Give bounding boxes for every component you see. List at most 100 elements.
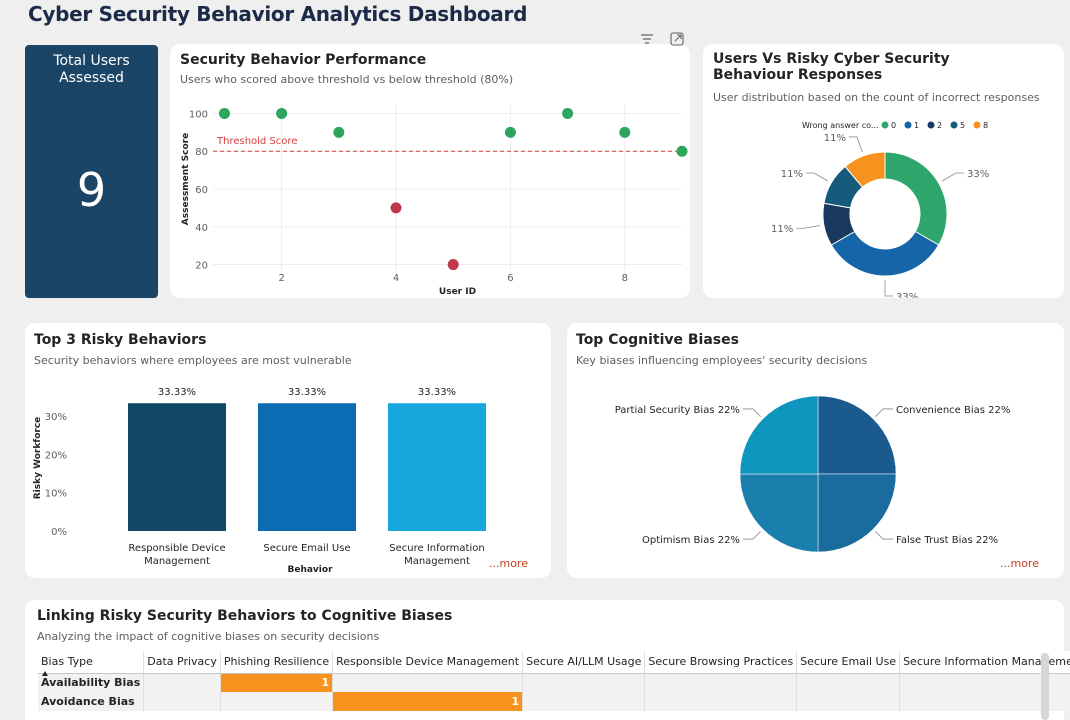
bar-data-label: 33.33%	[158, 387, 196, 398]
kpi-value: 9	[76, 163, 107, 217]
donut-data-label: 11%	[771, 224, 793, 235]
scatter-point	[390, 202, 402, 214]
matrix-cell	[143, 692, 221, 711]
y-tick-label: 20%	[45, 450, 67, 461]
bar	[258, 403, 356, 531]
y-tick-label: 40	[195, 223, 208, 234]
scatter-point	[504, 126, 516, 138]
pie-leader-line	[874, 530, 894, 540]
y-tick-label: 80	[195, 147, 208, 158]
legend-label: 8	[983, 121, 988, 130]
biases-pie-chart: Convenience Bias 22% False Trust Bias 22%…	[615, 395, 1010, 553]
donut-subtitle: User distribution based on the count of …	[713, 91, 1040, 104]
risky-more-link[interactable]: ...more	[489, 557, 528, 570]
scatter-chart: 20 40 60 80 100 2 4 6 8 Threshold Score User ID Ass…	[181, 104, 688, 297]
legend-marker	[950, 121, 958, 129]
donut-slice	[830, 230, 940, 277]
focus-mode-icon[interactable]	[666, 28, 688, 50]
legend-label: 1	[914, 121, 919, 130]
matrix-cell	[644, 692, 798, 711]
y-tick-label: 0%	[51, 527, 67, 538]
y-axis-title: Assessment Score	[181, 133, 191, 225]
risky-subtitle: Security behaviors where employees are m…	[34, 354, 352, 367]
legend-label: 5	[960, 121, 965, 130]
threshold-label: Threshold Score	[216, 136, 297, 147]
biases-subtitle: Key biases influencing employees' securi…	[576, 354, 868, 367]
scatter-point	[676, 145, 688, 157]
x-tick-label: 8	[622, 273, 628, 284]
visual-header-icons	[636, 28, 690, 50]
matrix-cell	[796, 673, 901, 692]
matrix-scrollbar[interactable]	[1041, 653, 1049, 720]
scatter-point	[562, 107, 574, 119]
y-tick-label: 10%	[45, 489, 67, 500]
legend-marker	[904, 121, 912, 129]
legend-title: Wrong answer co...	[802, 121, 878, 130]
pie-data-label: Optimism Bias 22%	[642, 535, 740, 546]
col-data-privacy[interactable]: Data Privacy	[143, 651, 221, 674]
matrix-cell	[796, 692, 901, 711]
total-users-card[interactable]: Total Users Assessed 9	[25, 45, 158, 298]
col-secure-browsing-practices[interactable]: Secure Browsing Practices	[644, 651, 798, 674]
legend-marker	[927, 121, 935, 129]
y-tick-label: 100	[189, 109, 208, 120]
bias-behavior-matrix: Bias Type Data Privacy Phishing Resilien…	[38, 651, 1070, 711]
donut-chart: Wrong answer co... 0 1 2 5 8 33% 33% 11% 11% 11%	[771, 121, 989, 298]
donut-data-label: 33%	[967, 169, 989, 180]
pie-slice	[739, 395, 819, 475]
pie-data-label: Partial Security Bias 22%	[615, 405, 740, 416]
biases-more-link[interactable]: ...more	[1000, 557, 1039, 570]
pie-leader-line	[874, 408, 894, 418]
matrix-row[interactable]: Availability Bias 1	[38, 673, 1070, 692]
matrix-cell	[220, 692, 334, 711]
x-tick-label: Responsible Device	[128, 543, 225, 554]
filter-icon[interactable]	[636, 28, 658, 50]
x-tick-label: Secure Information	[389, 543, 484, 554]
legend-label: 2	[937, 121, 942, 130]
scatter-point	[218, 107, 230, 119]
pie-data-label: Convenience Bias 22%	[896, 405, 1010, 416]
col-secure-ai-llm-usage[interactable]: Secure AI/LLM Usage	[522, 651, 646, 674]
col-secure-email-use[interactable]: Secure Email Use	[796, 651, 901, 674]
linking-subtitle: Analyzing the impact of cognitive biases…	[37, 630, 380, 643]
matrix-row[interactable]: Avoidance Bias 1	[38, 692, 1070, 711]
x-tick-label: 2	[278, 273, 284, 284]
dashboard-title: Cyber Security Behavior Analytics Dashbo…	[28, 2, 528, 26]
sort-ascending-icon[interactable]	[39, 668, 51, 678]
scatter-point	[619, 126, 631, 138]
x-tick-label: Secure Email Use	[263, 543, 350, 554]
wrong-answers-card[interactable]: Users Vs Risky Cyber Security Behaviour …	[703, 44, 1064, 298]
x-axis-title: Behavior	[287, 565, 333, 575]
bar-data-label: 33.33%	[418, 387, 456, 398]
col-bias-type[interactable]: Bias Type	[38, 651, 145, 674]
col-responsible-device-management[interactable]: Responsible Device Management	[332, 651, 524, 674]
x-tick-label: Management	[144, 556, 210, 567]
x-tick-label: 6	[507, 273, 513, 284]
donut-data-label: 11%	[824, 133, 846, 144]
bar	[388, 403, 486, 531]
performance-card[interactable]: Security Behavior Performance Users who …	[170, 44, 690, 298]
col-phishing-resilience[interactable]: Phishing Resilience	[220, 651, 334, 674]
pie-slice	[817, 395, 897, 475]
pie-data-label: False Trust Bias 22%	[896, 535, 998, 546]
risky-behaviors-card[interactable]: Top 3 Risky Behaviors Security behaviors…	[25, 323, 551, 578]
col-secure-information-management[interactable]: Secure Information Management	[899, 651, 1070, 674]
cognitive-biases-card[interactable]: Top Cognitive Biases Key biases influenc…	[567, 323, 1064, 578]
y-tick-label: 30%	[45, 412, 67, 423]
matrix-cell	[332, 673, 524, 692]
pie-slice	[817, 473, 897, 553]
donut-slice	[844, 151, 886, 188]
pie-leader-line	[742, 530, 762, 540]
scatter-point	[447, 259, 459, 271]
matrix-cell	[522, 673, 646, 692]
x-axis-title: User ID	[439, 287, 476, 297]
performance-title: Security Behavior Performance	[180, 52, 427, 68]
risky-title: Top 3 Risky Behaviors	[34, 332, 207, 348]
legend-marker	[973, 121, 981, 129]
donut-leader-line	[941, 172, 965, 182]
scatter-point	[276, 107, 288, 119]
matrix-cell: 1	[220, 673, 334, 692]
pie-leader-line	[742, 408, 762, 418]
matrix-row-label: Avoidance Bias	[38, 692, 145, 711]
matrix-header-row: Bias Type Data Privacy Phishing Resilien…	[38, 651, 1070, 674]
